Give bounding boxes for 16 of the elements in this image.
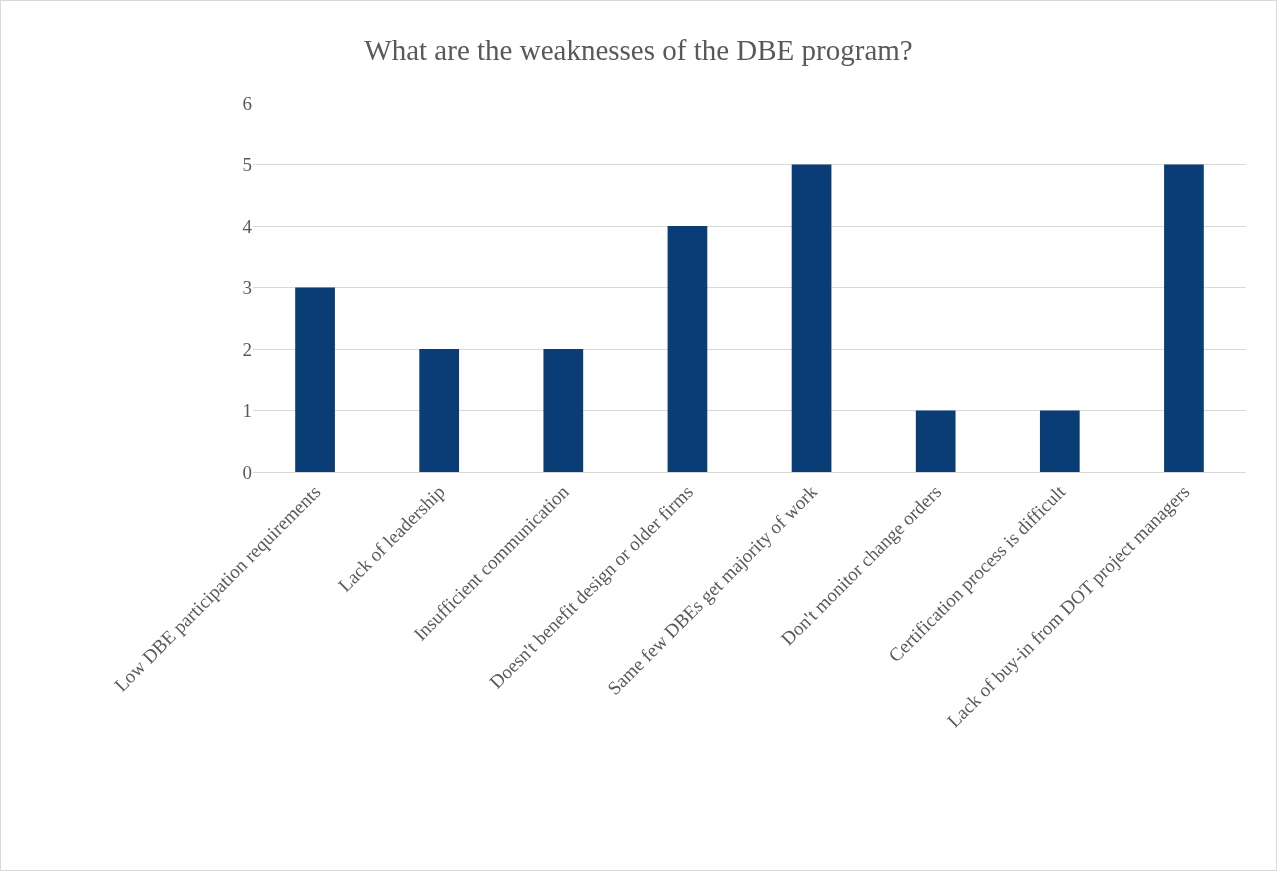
bar — [419, 349, 460, 472]
bar — [1039, 410, 1080, 472]
y-tick-label: 4 — [242, 215, 253, 237]
chart-title: What are the weaknesses of the DBE program? — [364, 34, 913, 67]
bar — [915, 410, 956, 472]
y-tick-label: 1 — [242, 400, 252, 422]
y-tick-label: 5 — [242, 154, 252, 176]
y-tick-label: 3 — [242, 277, 252, 299]
y-tick-label: 6 — [242, 92, 252, 114]
bar — [543, 349, 584, 472]
bar — [1164, 164, 1204, 472]
y-tick-label: 0 — [242, 461, 252, 483]
bar — [295, 287, 335, 472]
y-tick-label: 2 — [242, 338, 252, 360]
bar — [667, 226, 708, 472]
bar — [791, 164, 832, 472]
